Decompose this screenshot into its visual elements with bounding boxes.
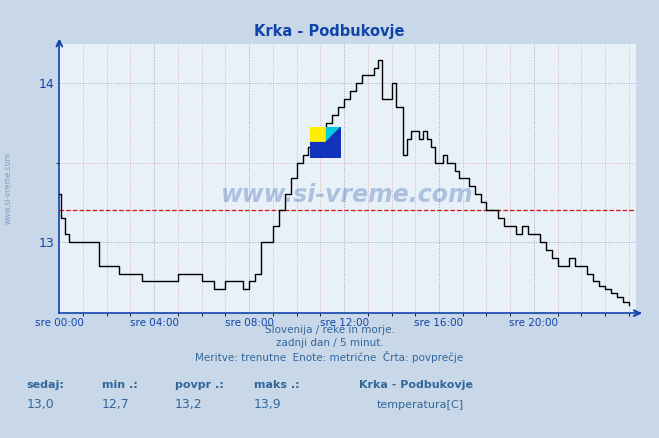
Text: sedaj:: sedaj: <box>26 380 64 390</box>
Text: 13,9: 13,9 <box>254 398 281 411</box>
Text: min .:: min .: <box>102 380 138 390</box>
Bar <box>310 127 326 143</box>
Text: 13,2: 13,2 <box>175 398 202 411</box>
Text: Slovenija / reke in morje.: Slovenija / reke in morje. <box>264 325 395 335</box>
Text: zadnji dan / 5 minut.: zadnji dan / 5 minut. <box>275 338 384 348</box>
Polygon shape <box>310 127 341 143</box>
Polygon shape <box>310 127 341 159</box>
Text: 13,0: 13,0 <box>26 398 54 411</box>
Bar <box>310 143 341 159</box>
Text: temperatura[C]: temperatura[C] <box>377 400 464 410</box>
Text: povpr .:: povpr .: <box>175 380 223 390</box>
Text: www.si-vreme.com: www.si-vreme.com <box>221 183 474 207</box>
Polygon shape <box>310 127 341 159</box>
Text: 12,7: 12,7 <box>102 398 130 411</box>
Text: Krka - Podbukovje: Krka - Podbukovje <box>254 24 405 39</box>
Text: Meritve: trenutne  Enote: metrične  Črta: povprečje: Meritve: trenutne Enote: metrične Črta: … <box>195 351 464 363</box>
Bar <box>326 127 341 143</box>
Text: Krka - Podbukovje: Krka - Podbukovje <box>359 380 473 390</box>
Text: www.si-vreme.com: www.si-vreme.com <box>3 152 13 224</box>
Text: maks .:: maks .: <box>254 380 299 390</box>
